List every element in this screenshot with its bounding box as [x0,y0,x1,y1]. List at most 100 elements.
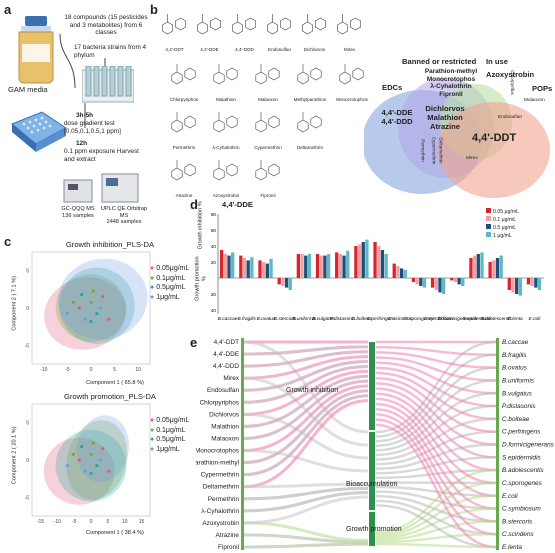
chemical-structures: 4,4'-DDT 4,4'-DDE 4,4'-DDD Endosulfan Dichlo… [158,10,368,198]
venn-item: Atrazine [430,122,460,131]
ms2-count: 2448 samples [106,219,142,226]
panel-label-a: a [4,2,12,17]
molecule-icon [171,64,196,85]
ms2-name: UPLC QE Orbitrap MS [100,206,148,219]
sankey-bacteria-label: C.sporogenes [502,480,543,487]
venn-pops-label: POPs [532,84,553,93]
scatter-point [89,300,93,304]
venn-item: Monocrotophos [426,75,476,83]
sankey-link [243,542,369,549]
legend-label: 0.05μg/mL [156,265,190,272]
sankey-link [375,402,497,497]
compounds-text: 18 compounds (15 pesticides and 3 metabo… [64,14,148,37]
confidence-ellipse [43,437,115,505]
sankey-link [375,413,497,523]
sankey-link [375,397,497,485]
scatter-point [91,289,95,293]
structure-label: 4,4'-DDD [235,47,254,52]
sankey-bacteria-label: D.formicigenerans [502,442,555,449]
x-tick-label: -5 [65,367,70,373]
bar [450,278,454,281]
confidence-ellipse [59,267,135,344]
sankey-compound-label: Chlorpyriphos [200,399,239,406]
bar [434,278,438,290]
sankey-link [375,366,497,408]
legend-label: 0.05 μg/mL [493,209,520,215]
sankey-bacteria-label: E.coli [502,493,518,500]
legend-swatch: ● [150,274,157,282]
bar [499,255,503,278]
x-tick-label: B.ovatus [257,316,276,322]
tube-rack-icon [82,66,134,103]
venn-inuse-only: Azoxystrobin [486,70,535,79]
scatter-point [89,319,93,324]
x-tick-label: P.distasonis [330,316,356,322]
x-tick-label: E.coli [529,316,542,322]
y-tick-label: 0 [26,458,29,464]
bar [284,278,289,288]
sankey-link [375,418,497,536]
x-tick-label: S.epidermidis [462,316,492,322]
scatter-point [95,464,99,468]
legend-swatch: ● [150,293,157,301]
sankey-link [375,490,497,510]
structure-item: 4,4'-DDE [193,10,226,52]
molecule-icon [213,112,238,133]
y-tick-label: 20 [211,260,217,265]
media-label: GAM media [8,85,48,94]
bar [430,278,435,288]
bar [269,258,273,278]
molecule-icon [255,64,280,85]
bar [453,278,458,282]
sankey-link [243,345,369,356]
structure-item: Fipronil [248,156,288,198]
sankey-bacteria-label: P.distasonis [502,403,536,410]
sankey-link [243,355,369,380]
sankey-compound-label: Parathion-methyl [196,460,239,467]
molecule-icon [297,64,322,85]
structure-item: Azoxystrobin [206,156,246,198]
structure-item: Methylparathion [290,60,330,102]
panel-label-d: d [190,197,198,212]
legend-item: 0.1 μg/mL [486,216,519,224]
sankey-node-column [241,338,244,550]
structure-label: Permethrin [172,145,196,150]
sankey-link [375,485,497,497]
structure-item: λ-Cyhalothrin [206,108,246,150]
bar [304,255,308,278]
legend-item: ● 0.1μg/mL [150,426,189,436]
panel-label-e: e [190,335,198,350]
structure-label: Dichlorvos [303,47,326,52]
sankey-compound-label: Malathion [211,423,239,430]
structure-label: Malathion [216,97,236,102]
sankey-link [375,408,497,510]
legend-swatch: ● [150,436,157,443]
venn-edcs-only: 4,4'-DDE 4,4'-DDD [374,108,420,126]
sankey-link [243,521,369,542]
bar [281,278,285,286]
legend-item: ● 0.05μg/mL [150,264,189,274]
legend-label: 0.5μg/mL [156,284,186,291]
sankey-link [375,382,497,446]
sankey-link [375,345,497,357]
scatter-point [95,312,99,316]
bar [480,252,484,278]
confidence-ellipse [44,277,127,350]
bar [419,278,423,286]
bar [469,258,473,278]
legend-item: ● 0.05μg/mL [150,416,189,426]
sankey-bacteria-label: B.caccae [502,339,529,346]
legend-item: ● 0.1μg/mL [150,274,189,284]
bar [492,260,496,278]
x-tick-label: 0 [90,367,93,373]
bar [258,260,262,278]
sankey-effect-node [369,342,375,430]
sankey-link [375,499,497,536]
legend-swatch: ● [150,426,157,434]
bar [476,254,480,278]
plsda1-legend: ● 0.05μg/mL ● 0.1μg/mL ● 0.5μg/mL ● 1μg/mL [150,264,189,302]
step1-desc: dose gradient test [0.05,0.1,0.5,1 ppm] [64,120,121,135]
bar [323,255,327,278]
venn-chlorpyrifos: Chlorpyrifos [509,70,515,95]
confidence-ellipse [58,258,148,340]
